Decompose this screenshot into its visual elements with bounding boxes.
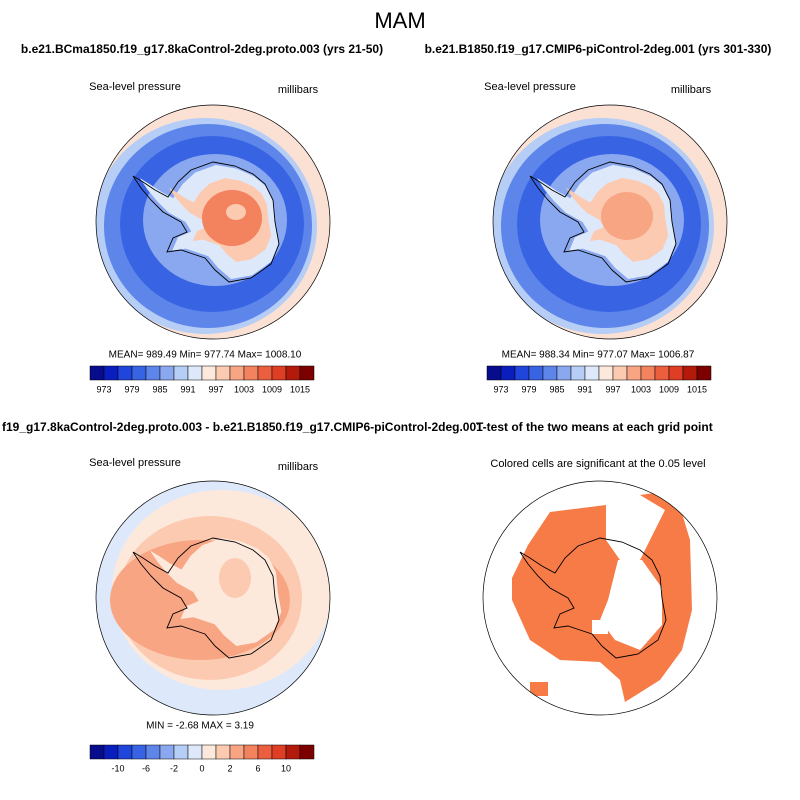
map-border — [482, 480, 718, 716]
colorbar-box — [257, 365, 273, 381]
colorbar-box — [299, 744, 315, 760]
colorbar-box — [145, 365, 161, 381]
figure-title: MAM — [374, 8, 425, 33]
colorbar-box — [187, 365, 203, 381]
colorbar-box — [173, 365, 189, 381]
colorbar-box — [285, 365, 301, 381]
colorbar-box — [514, 365, 530, 381]
colorbar-box — [640, 365, 656, 381]
colorbar-box — [103, 365, 119, 381]
colorbar-label: 0 — [199, 763, 204, 773]
map-border — [95, 104, 331, 340]
colorbar-label: 1015 — [687, 384, 707, 394]
colorbar-box — [271, 744, 287, 760]
colorbar-label: 10 — [281, 763, 291, 773]
colorbar-label: 2 — [227, 763, 232, 773]
colorbar-box — [626, 365, 642, 381]
colorbar-box — [299, 365, 315, 381]
colorbar-label: 979 — [521, 384, 536, 394]
colorbar-box — [570, 365, 586, 381]
colorbar-label: 1009 — [659, 384, 679, 394]
colorbar-box — [654, 365, 670, 381]
colorbar-box — [668, 365, 684, 381]
colorbar-box — [103, 744, 119, 760]
colorbar-label: 6 — [255, 763, 260, 773]
colorbar-label: 973 — [96, 384, 111, 394]
map-border — [95, 480, 331, 716]
colorbar-box — [201, 744, 217, 760]
colorbar-label: 997 — [208, 384, 223, 394]
colorbar-box — [145, 744, 161, 760]
panel-title: b.e21.B1850.f19_g17.CMIP6-piControl-2deg… — [425, 42, 772, 56]
colorbar-box — [598, 365, 614, 381]
colorbar-box — [215, 744, 231, 760]
colorbar-box — [117, 365, 133, 381]
units-label: millibars — [278, 84, 319, 96]
variable-label: Sea-level pressure — [484, 81, 576, 93]
colorbar-box — [187, 744, 203, 760]
colorbar-box — [542, 365, 558, 381]
colorbar-box — [528, 365, 544, 381]
colorbar-box — [486, 365, 502, 381]
variable-label: Sea-level pressure — [89, 81, 181, 93]
map-border — [492, 104, 728, 340]
colorbar-box — [229, 744, 245, 760]
map — [96, 481, 330, 715]
colorbar-box — [117, 744, 133, 760]
colorbar-box — [89, 365, 105, 381]
map — [483, 481, 717, 715]
variable-label: Sea-level pressure — [89, 457, 181, 469]
stats-label: MEAN= 988.34 Min= 977.07 Max= 1006.87 — [502, 350, 695, 361]
colorbar-label: 997 — [605, 384, 620, 394]
colorbar-box — [159, 744, 175, 760]
panel-subtitle: Colored cells are significant at the 0.0… — [490, 458, 705, 470]
colorbar-label: -2 — [170, 763, 178, 773]
colorbar-box — [131, 744, 147, 760]
colorbar-box — [215, 365, 231, 381]
panel-title: T-test of the two means at each grid poi… — [476, 420, 713, 434]
colorbar-label: 1003 — [234, 384, 254, 394]
panel-title: b.e21.BCma1850.f19_g17.8kaControl-2deg.p… — [21, 42, 383, 56]
colorbar-box — [612, 365, 628, 381]
colorbar-box — [584, 365, 600, 381]
colorbar-box — [243, 744, 259, 760]
colorbar-box — [257, 744, 273, 760]
colorbar-label: 1003 — [631, 384, 651, 394]
colorbar-label: 973 — [493, 384, 508, 394]
colorbar-label: -10 — [111, 763, 124, 773]
panel-title: f19_g17.8kaControl-2deg.proto.003 - b.e2… — [2, 420, 483, 434]
colorbar-box — [201, 365, 217, 381]
colorbar-box — [696, 365, 712, 381]
colorbar-label: 1015 — [290, 384, 310, 394]
colorbar-box — [243, 365, 259, 381]
units-label: millibars — [278, 461, 319, 473]
colorbar-box — [500, 365, 516, 381]
colorbar-box — [229, 365, 245, 381]
colorbar-box — [682, 365, 698, 381]
colorbar-label: 985 — [549, 384, 564, 394]
colorbar-box — [556, 365, 572, 381]
stats-label: MIN = -2.68 MAX = 3.19 — [146, 721, 254, 732]
colorbar-label: 991 — [180, 384, 195, 394]
units-label: millibars — [671, 84, 712, 96]
colorbar-label: 991 — [577, 384, 592, 394]
colorbar-label: -6 — [142, 763, 150, 773]
map — [96, 105, 330, 339]
colorbar-box — [159, 365, 175, 381]
colorbar-box — [173, 744, 189, 760]
stats-label: MEAN= 989.49 Min= 977.74 Max= 1008.10 — [109, 350, 302, 361]
map — [493, 105, 727, 339]
colorbar-box — [131, 365, 147, 381]
colorbar-label: 979 — [124, 384, 139, 394]
colorbar-label: 985 — [152, 384, 167, 394]
colorbar-box — [285, 744, 301, 760]
colorbar-box — [271, 365, 287, 381]
colorbar-box — [89, 744, 105, 760]
colorbar-label: 1009 — [262, 384, 282, 394]
